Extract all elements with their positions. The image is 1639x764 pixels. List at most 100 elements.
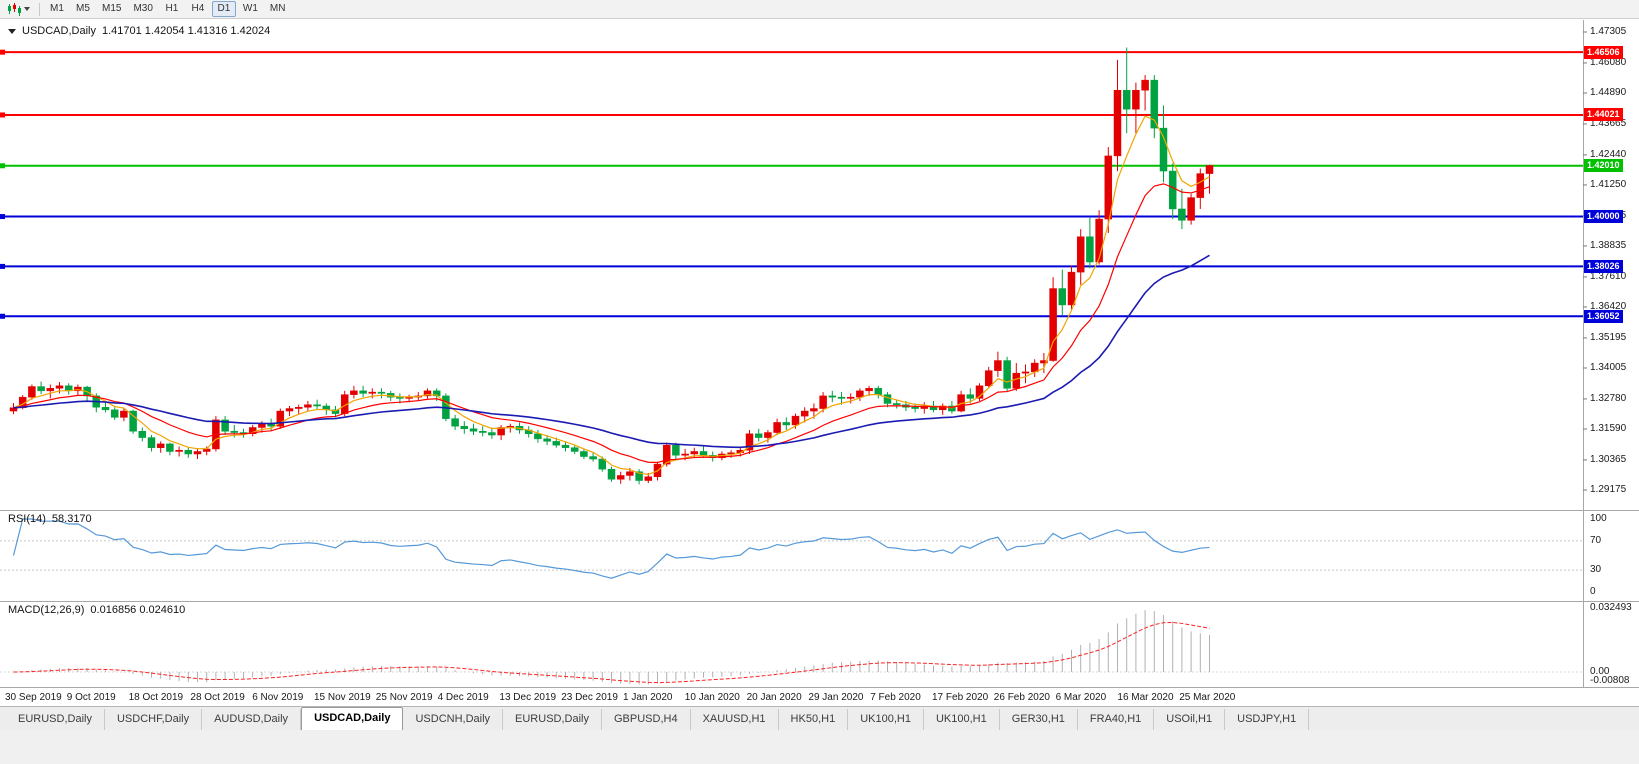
chart-tab-usdjpy-h1[interactable]: USDJPY,H1 [1225,709,1310,730]
candle-body [819,395,827,409]
candle-body [626,471,634,476]
candle-body [561,444,570,448]
chart-ohlc-values: 1.41701 1.42054 1.41316 1.42024 [101,25,271,37]
chart-tab-usdchf-daily[interactable]: USDCHF,Daily [105,709,203,730]
candle-body [313,404,321,407]
chart-tab-usdcnh-daily[interactable]: USDCNH,Daily [403,709,504,730]
timeframe-button-d1[interactable]: D1 [211,1,236,17]
candle-body [690,451,699,455]
candle-body [1095,218,1103,263]
date-axis-label: 26 Feb 2020 [993,692,1050,703]
candle-body [580,451,588,457]
candle-body [1122,89,1131,110]
timeframe-button-h1[interactable]: H1 [165,3,179,14]
candle-body [1168,170,1177,210]
candle-body [1058,288,1067,306]
candle-body [607,468,616,480]
candle-body [55,385,64,389]
candle-body [672,444,680,456]
timeframe-button-w1[interactable]: W1 [242,3,258,14]
candle-body [644,476,653,481]
candle-body [469,428,478,432]
candle-body [727,452,735,455]
candle-body [488,432,496,436]
level-line-anchor[interactable] [0,313,5,319]
candle-body [837,396,846,399]
candle-body [175,449,183,452]
timeframe-button-m5[interactable]: M5 [76,3,90,14]
candle-body [120,410,128,418]
collapse-triangle-icon[interactable] [8,28,16,34]
candle-body [764,432,772,438]
chart-tab-eurusd-daily[interactable]: EURUSD,Daily [6,709,105,730]
macd-indicator-values: 0.016856 0.024610 [90,604,186,616]
ma-fast-line [13,115,1210,476]
candle-body [276,410,285,427]
date-axis-label: 29 Jan 2020 [808,692,864,703]
chart-tab-audusd-daily[interactable]: AUDUSD,Daily [202,709,302,730]
timeframe-toolbar: M1 M5 M15 M30 H1 H4 D1 W1 MN [45,1,290,17]
date-axis-label: 20 Jan 2020 [746,692,802,703]
chart-tab-uk100-h1[interactable]: UK100,H1 [848,709,924,730]
timeframe-button-m30[interactable]: M30 [133,3,153,14]
chart-tab-xauusd-h1[interactable]: XAUUSD,H1 [691,709,779,730]
date-axis-label: 1 Jan 2020 [623,692,673,703]
candle-body [1178,208,1186,221]
chart-tab-eurusd-daily[interactable]: EURUSD,Daily [503,709,602,730]
level-line-anchor[interactable] [0,112,5,118]
macd-signal-line [13,621,1210,684]
candle-body [377,391,386,394]
date-axis-label: 18 Oct 2019 [128,692,184,703]
chart-tab-ger30-h1[interactable]: GER30,H1 [1000,709,1078,730]
candle-body [994,360,1002,371]
chart-tabs-bar: EURUSD,Daily USDCHF,Daily AUDUSD,Daily USDC… [0,706,1639,730]
candle-body [984,370,993,387]
candle-body [1113,89,1122,157]
candle-body [534,433,542,440]
level-line-anchor[interactable] [0,214,5,220]
chart-tab-gbpusd-h4[interactable]: GBPUSD,H4 [602,709,691,730]
timeframe-button-mn[interactable]: MN [269,3,286,14]
candle-body [1150,79,1159,129]
candle-body [874,388,883,395]
level-line-anchor[interactable] [0,263,5,269]
candle-body [782,422,791,426]
chart-tab-uk100-h1[interactable]: UK100,H1 [924,709,1000,730]
candle-body [331,409,340,414]
timeframe-button-m1[interactable]: M1 [50,3,64,14]
date-axis-label: 25 Nov 2019 [375,692,433,703]
candle-body [911,407,919,409]
candle-body [230,431,239,433]
level-line-anchor[interactable] [0,49,5,55]
date-axis[interactable]: 30 Sep 2019 9 Oct 2019 18 Oct 2019 28 Oct 2… [0,689,1639,706]
candle-body [368,391,377,394]
rsi-indicator-label: RSI(14) [8,513,46,525]
candle-body [184,449,193,455]
candle-body [616,475,625,480]
timeframe-button-m15[interactable]: M15 [102,3,122,14]
status-strip [0,730,1639,764]
chart-tab-usoil-h1[interactable]: USOil,H1 [1154,709,1226,730]
date-axis-label: 15 Nov 2019 [314,692,371,703]
timeframe-button-h4[interactable]: H4 [191,3,205,14]
candle-body [451,418,459,427]
candle-body [478,431,487,433]
candle-body [828,395,837,398]
candle-body [1076,236,1085,273]
chart-tab-hk50-h1[interactable]: HK50,H1 [779,709,849,730]
candle-body [865,388,873,392]
chart-type-button[interactable] [3,2,34,17]
chart-tab-fra40-h1[interactable]: FRA40,H1 [1078,709,1155,730]
candle-body [1003,360,1011,389]
date-axis-label: 28 Oct 2019 [190,692,245,703]
candle-body [791,415,800,426]
level-line-anchor[interactable] [0,163,5,169]
candle-body [1141,79,1149,91]
date-axis-label: 16 Mar 2020 [1117,692,1174,703]
chart-tab-usdcad-daily[interactable]: USDCAD,Daily [301,707,404,730]
candle-body [74,386,82,392]
toolbar: M1 M5 M15 M30 H1 H4 D1 W1 MN [0,0,1639,19]
date-axis-label: 4 Dec 2019 [437,692,489,703]
candle-body [294,407,303,409]
candle-body [101,407,110,411]
